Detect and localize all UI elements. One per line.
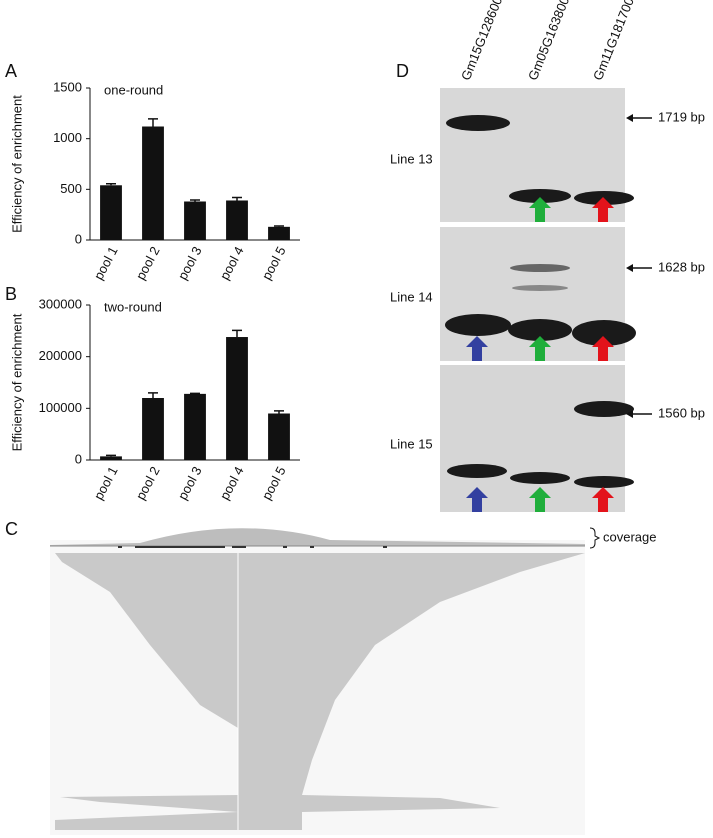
row-label: Line 14 (390, 289, 433, 304)
coverage-track (50, 527, 601, 835)
error-bar (148, 392, 158, 398)
bar (184, 393, 206, 460)
bar (100, 456, 122, 460)
column-label: Gm11G181700F/R (590, 0, 645, 82)
error-bar (274, 410, 284, 414)
y-tick-label: 0 (75, 231, 82, 246)
coverage-label: coverage (603, 529, 656, 544)
panel-label: A (5, 61, 17, 81)
error-bar (232, 329, 242, 338)
column-label: Gm15G128600F/R (458, 0, 513, 82)
y-axis-label: Efficiency of enrichment (9, 95, 24, 233)
error-bar (232, 196, 242, 201)
error-bar (106, 183, 116, 186)
bar (142, 126, 164, 240)
y-tick-label: 1500 (53, 79, 82, 94)
column-label: Gm05G163800F/R (525, 0, 580, 82)
x-tick-label: pool 5 (259, 464, 289, 502)
y-tick-label: 200000 (39, 348, 82, 363)
error-bar (190, 392, 200, 395)
error-bar (274, 225, 284, 227)
gel-image (440, 88, 652, 512)
row-label: Line 15 (390, 436, 433, 451)
x-tick-label: pool 4 (217, 464, 247, 502)
chart-title: one-round (104, 82, 163, 97)
bar (100, 185, 122, 240)
panel-label: B (5, 284, 17, 304)
y-tick-label: 300000 (39, 296, 82, 311)
bar (226, 200, 248, 240)
bar (184, 201, 206, 240)
x-tick-label: pool 2 (133, 464, 163, 502)
x-tick-label: pool 2 (133, 244, 163, 282)
chart-title: two-round (104, 299, 162, 314)
x-tick-label: pool 3 (175, 244, 205, 282)
y-tick-label: 1000 (53, 130, 82, 145)
marker-label: 1628 bp (658, 259, 705, 274)
row-label: Line 13 (390, 151, 433, 166)
y-tick-label: 0 (75, 451, 82, 466)
bar (268, 413, 290, 460)
marker-label: 1560 bp (658, 405, 705, 420)
error-bar (106, 454, 116, 457)
x-tick-label: pool 4 (217, 244, 247, 282)
y-axis-label: Efficiency of enrichment (9, 313, 24, 451)
bar (268, 226, 290, 240)
bar (142, 398, 164, 460)
y-tick-label: 100000 (39, 400, 82, 415)
error-bar (190, 199, 200, 202)
x-tick-label: pool 1 (91, 244, 121, 282)
panel-label: C (5, 519, 18, 539)
x-tick-label: pool 1 (91, 464, 121, 502)
marker-label: 1719 bp (658, 109, 705, 124)
x-tick-label: pool 5 (259, 244, 289, 282)
y-tick-label: 500 (60, 181, 82, 196)
bar (226, 337, 248, 460)
error-bar (148, 118, 158, 127)
panel-label: D (396, 61, 409, 81)
x-tick-label: pool 3 (175, 464, 205, 502)
